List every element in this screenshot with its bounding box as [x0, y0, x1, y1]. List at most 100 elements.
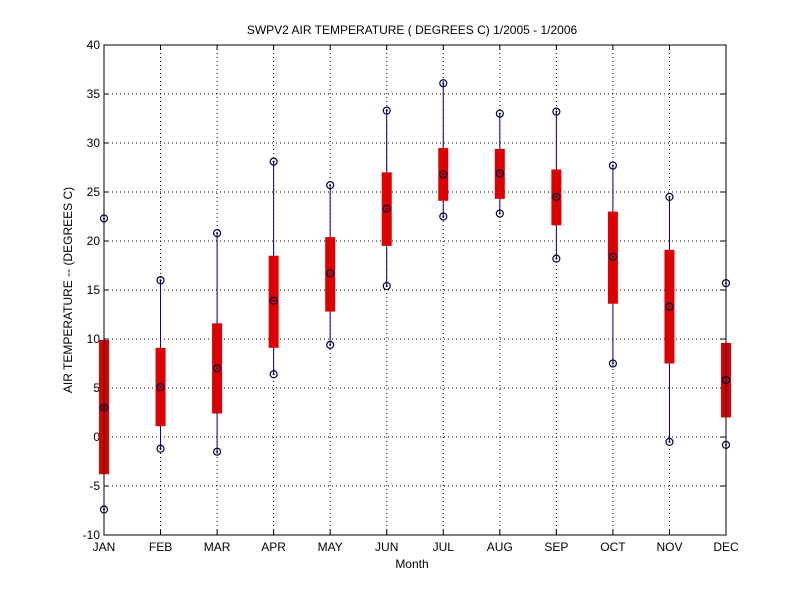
median-marker-dot [216, 367, 219, 370]
y-tick-label: 35 [87, 87, 101, 101]
y-tick-label: 10 [87, 332, 101, 346]
max-marker-dot [442, 82, 445, 85]
min-marker-dot [668, 440, 671, 443]
max-marker-dot [498, 112, 501, 115]
median-marker-dot [555, 195, 558, 198]
min-marker-dot [611, 362, 614, 365]
min-marker [665, 437, 674, 446]
x-axis-ticks: JAN FEB MAR APR MAY JUN JUL AUG SEP OCT NOV DEC [93, 45, 739, 554]
x-tick-label: OCT [600, 540, 626, 554]
max-marker [665, 192, 674, 201]
y-tick-label: 25 [87, 185, 101, 199]
min-marker [439, 212, 448, 221]
median-marker [665, 302, 674, 311]
max-marker-dot [216, 232, 219, 235]
x-tick-label: NOV [656, 540, 682, 554]
min-marker-dot [159, 447, 162, 450]
y-tick-label: 5 [93, 381, 100, 395]
box-jul [438, 79, 449, 221]
median-marker [156, 382, 165, 392]
min-marker-dot [329, 343, 332, 346]
box-feb [155, 276, 166, 453]
median-marker-dot [385, 207, 388, 210]
min-marker-dot [385, 285, 388, 288]
max-marker [552, 107, 561, 116]
median-marker-dot [159, 386, 162, 389]
y-tick-label: 15 [87, 283, 101, 297]
max-marker [156, 276, 165, 285]
median-marker-dot [498, 172, 501, 175]
x-tick-label: APR [261, 540, 286, 554]
median-marker-dot [329, 272, 332, 275]
min-marker-dot [555, 257, 558, 260]
chart-title: SWPV2 AIR TEMPERATURE ( DEGREES C) 1/200… [247, 23, 578, 37]
max-marker [269, 157, 278, 166]
y-tick-label: 40 [87, 38, 101, 52]
x-tick-label: DEC [713, 540, 739, 554]
min-marker [212, 447, 222, 456]
median-marker-dot [668, 305, 671, 308]
median-marker-dot [442, 173, 445, 176]
box-may [325, 181, 336, 349]
median-marker [212, 364, 222, 373]
median-marker [326, 269, 335, 278]
min-marker [495, 209, 504, 218]
max-marker [608, 161, 618, 170]
median-marker [269, 296, 278, 305]
box-mar [212, 229, 223, 456]
x-tick-label: SEP [544, 540, 568, 554]
y-tick-label: -10 [83, 528, 101, 542]
min-marker-dot [216, 450, 219, 453]
max-marker [326, 181, 335, 190]
box-oct [607, 161, 618, 368]
max-marker [495, 109, 504, 118]
min-marker [269, 370, 278, 379]
box-nov [664, 192, 675, 446]
grid-layer [104, 45, 726, 535]
median-marker [439, 170, 448, 179]
max-marker-dot [159, 279, 162, 282]
y-tick-label: 0 [93, 430, 100, 444]
boxes-layer [99, 79, 731, 514]
y-tick-label: 30 [87, 136, 101, 150]
max-marker [382, 106, 391, 115]
x-tick-label: JUL [433, 540, 455, 554]
min-marker-dot [498, 212, 501, 215]
x-tick-label: AUG [487, 540, 513, 554]
min-marker [156, 444, 165, 453]
x-tick-label: JUN [375, 540, 398, 554]
min-marker-dot [442, 215, 445, 218]
min-marker [326, 340, 335, 349]
max-marker [439, 79, 448, 88]
max-marker-dot [611, 164, 614, 167]
min-marker [608, 359, 618, 368]
min-marker [382, 281, 391, 291]
x-axis-title: Month [395, 557, 428, 571]
max-marker [212, 229, 222, 238]
max-marker-dot [555, 110, 558, 113]
plot-area-frame [103, 44, 727, 536]
median-marker [382, 204, 391, 213]
x-tick-label: MAR [204, 540, 231, 554]
median-marker-dot [272, 299, 275, 302]
min-marker [552, 254, 561, 263]
box-jun [381, 106, 392, 291]
max-marker-dot [329, 184, 332, 187]
median-marker-dot [611, 255, 614, 258]
box-apr [268, 157, 279, 379]
y-tick-label: 20 [87, 234, 101, 248]
median-marker [608, 252, 618, 261]
y-axis-ticks: -10 -5 0 5 10 15 20 25 30 35 40 [83, 38, 726, 542]
min-marker-dot [272, 373, 275, 376]
max-marker-dot [385, 109, 388, 112]
x-tick-label: JAN [93, 540, 116, 554]
box-aug [494, 109, 505, 218]
median-marker [552, 192, 561, 201]
x-tick-label: FEB [149, 540, 172, 554]
median-marker [495, 169, 504, 178]
y-tick-label: -5 [89, 479, 100, 493]
max-marker-dot [668, 195, 671, 198]
box-sep [551, 107, 562, 263]
max-marker-dot [272, 160, 275, 163]
